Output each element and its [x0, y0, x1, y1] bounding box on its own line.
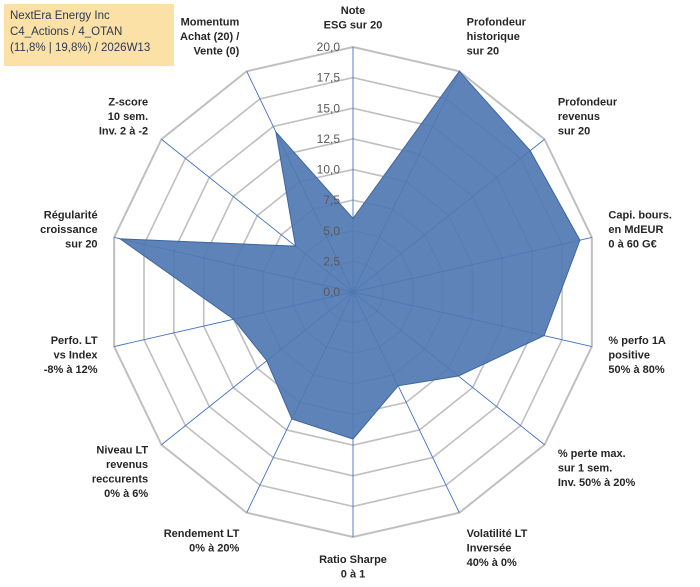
axis-label-line: 0 à 1 [341, 569, 365, 581]
axis-label: Volatilité LT Inversée 40% à 0% [467, 528, 528, 569]
axis-label-line: historique [467, 31, 520, 43]
axis-label: Capi. bours. en MdEUR 0 à 60 G€ [608, 210, 672, 251]
axis-label-line: 0% à 20% [189, 543, 239, 555]
axis-label-line: Z-score [108, 97, 148, 109]
axis-label-line: Capi. bours. [608, 210, 672, 222]
axis-label-line: Régularité [44, 210, 98, 222]
axis-label-line: Profondeur [558, 97, 618, 109]
axis-label-line: ESG sur 20 [324, 20, 383, 32]
tick-label: 15,0 [317, 101, 341, 115]
axis-label-line: Rendement LT [164, 528, 240, 540]
axis-label-line: Inv. 2 à -2 [99, 126, 148, 138]
series-area [118, 70, 581, 440]
axis-label-line: reccurents [92, 474, 148, 486]
tick-label: 2,5 [323, 254, 340, 268]
axis-label: Ratio Sharpe 0 à 1 [319, 554, 387, 581]
axis-label-line: revenus [106, 459, 148, 471]
axis-label-line: 40% à 0% [467, 557, 517, 569]
axis-label-line: % perfo 1A [608, 335, 666, 347]
axis-label-line: -8% à 12% [44, 364, 98, 376]
axis-label: Perfo. LT vs Index -8% à 12% [44, 335, 99, 376]
axis-label: Régularité croissance sur 20 [40, 210, 97, 251]
axis-label: Rendement LT 0% à 20% [164, 528, 240, 555]
axis-label: Momentum Achat (20) / Vente (0) [180, 16, 240, 57]
axis-labels: Note ESG sur 20 Profondeur historique sur 20… [40, 5, 672, 581]
axis-label: % perfo 1A positive 50% à 80% [608, 335, 666, 376]
axis-label-line: positive [608, 349, 650, 361]
portfolio-name: C4_Actions / 4_OTAN [10, 26, 123, 38]
axis-label-line: Note [341, 5, 365, 17]
tick-label: 17,5 [317, 71, 341, 85]
axis-label-line: en MdEUR [608, 224, 663, 236]
axis-label-line: Niveau LT [96, 445, 148, 457]
tick-label: 20,0 [317, 40, 341, 54]
axis-label-line: 0% à 6% [104, 488, 148, 500]
axis-label-line: Inv. 50% à 20% [558, 477, 636, 489]
axis-label: Profondeur historique sur 20 [467, 16, 527, 57]
axis-label-line: sur 20 [467, 45, 499, 57]
tick-label: 5,0 [323, 224, 340, 238]
axis-label-line: 0 à 60 G€ [608, 239, 656, 251]
axis-label-line: Achat (20) / [180, 31, 239, 43]
axis-label-line: croissance [40, 224, 97, 236]
performance-summary: (11,8% | 19,8%) / 2026W13 [10, 42, 151, 54]
info-box: NextEra Energy Inc C4_Actions / 4_OTAN (… [4, 4, 174, 66]
axis-label-line: Volatilité LT [467, 528, 528, 540]
axis-label-line: sur 20 [65, 239, 97, 251]
axis-label-line: Profondeur [467, 16, 527, 28]
axis-label-line: 50% à 80% [608, 364, 664, 376]
axis-label-line: % perte max. [558, 448, 626, 460]
axis-label-line: Momentum [181, 16, 240, 28]
axis-label-line: Inversée [467, 543, 512, 555]
axis-label: % perte max. sur 1 sem. Inv. 50% à 20% [558, 448, 636, 489]
axis-label: Note ESG sur 20 [324, 5, 383, 32]
tick-label: 0,0 [323, 285, 340, 299]
axis-label: Z-score 10 sem. Inv. 2 à -2 [99, 97, 148, 138]
axis-label-line: Perfo. LT [51, 335, 98, 347]
axis-label: Profondeur revenus sur 20 [558, 97, 618, 138]
tick-labels: 0,0 2,5 5,0 7,5 10,0 12,5 15,0 17,5 20,0 [317, 40, 341, 299]
tick-label: 7,5 [323, 193, 340, 207]
axis-label-line: 10 sem. [108, 111, 148, 123]
axis-label-line: Ratio Sharpe [319, 554, 387, 566]
axis-label-line: revenus [558, 111, 600, 123]
axis-label-line: sur 20 [558, 126, 590, 138]
axis-label-line: vs Index [54, 349, 99, 361]
axis-label: Niveau LT revenus reccurents 0% à 6% [92, 445, 149, 501]
axis-label-line: sur 1 sem. [558, 462, 612, 474]
tick-label: 10,0 [317, 163, 341, 177]
axis-label-line: Vente (0) [193, 45, 239, 57]
series [118, 70, 581, 440]
tick-label: 12,5 [317, 132, 341, 146]
company-name: NextEra Energy Inc [10, 10, 110, 22]
